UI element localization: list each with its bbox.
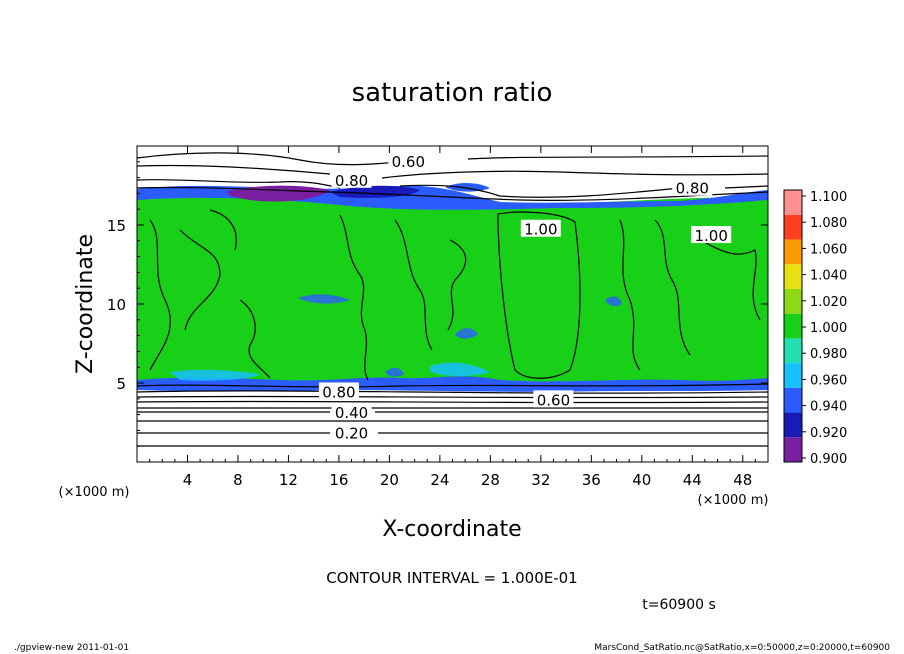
time-label: t=60900 s xyxy=(642,597,716,613)
colorbar-swatch xyxy=(784,387,802,413)
colorbar-label: 1.080 xyxy=(810,216,847,231)
colorbar-swatch xyxy=(784,437,802,462)
contour-label-bg xyxy=(520,219,561,237)
contour-label-bg xyxy=(672,178,713,196)
colorbar-label: 1.100 xyxy=(810,190,847,205)
contour-label: 0.40 xyxy=(335,404,368,422)
x-axis-ticks: 4 8 12 16 20 24 28 32 36 40 44 48 xyxy=(149,146,756,489)
contour-label-bg xyxy=(331,170,372,188)
colorbar-swatch xyxy=(784,338,802,364)
y-axis-ticks: 5 10 15 xyxy=(107,161,768,447)
contour-label-bg xyxy=(691,226,732,244)
colorbar-frame xyxy=(783,189,803,463)
colorbar-label: 1.040 xyxy=(810,269,847,284)
colorbar-label: 0.920 xyxy=(810,426,847,441)
colorbar-label: 0.900 xyxy=(810,452,847,467)
colorbar-swatch xyxy=(784,412,802,438)
colorbar: 0.900 0.920 0.940 0.960 0.980 1.000 1.020 1.040… xyxy=(783,189,847,467)
contour-label-bg xyxy=(331,423,372,441)
field-interior-patches xyxy=(298,294,622,377)
contour-label: 0.60 xyxy=(392,153,425,171)
x-tick-label: 44 xyxy=(683,471,702,489)
footer-left-text: ./gpview-new 2011-01-01 xyxy=(14,643,129,653)
x-tick-label: 20 xyxy=(380,471,399,489)
footer-right-text: MarsCond_SatRatio.nc@SatRatio,x=0:50000,… xyxy=(594,643,890,653)
x-tick-label: 16 xyxy=(329,471,348,489)
x-tick-label: 40 xyxy=(632,471,651,489)
contour-label: 0.60 xyxy=(537,391,570,409)
x-axis-label: X-coordinate xyxy=(382,517,521,542)
contour-label: 0.20 xyxy=(335,425,368,443)
contour-label: 0.80 xyxy=(676,180,709,198)
colorbar-swatch xyxy=(784,190,802,215)
colorbar-swatch xyxy=(784,214,802,240)
y-unit-note: (×1000 m) xyxy=(59,485,130,500)
x-tick-label: 4 xyxy=(183,471,193,489)
x-tick-label: 36 xyxy=(582,471,601,489)
contour-label-bg xyxy=(533,390,574,408)
contour-label: 1.00 xyxy=(695,227,728,245)
x-unit-note: (×1000 m) xyxy=(698,493,769,508)
chart-title: saturation ratio xyxy=(352,78,553,108)
contour-label-layer: 0.60 0.80 0.80 1.00 1.00 0.80 0.60 0.40 0.20 xyxy=(318,151,732,443)
y-tick-label: 5 xyxy=(116,375,126,393)
contour-label-bg xyxy=(388,151,429,169)
colorbar-swatch xyxy=(784,239,802,265)
contour-label: 0.80 xyxy=(322,383,355,401)
x-tick-label: 32 xyxy=(531,471,550,489)
colorbar-label: 1.000 xyxy=(810,321,847,336)
colorbar-label: 0.960 xyxy=(810,373,847,388)
colorbar-swatch xyxy=(784,264,802,289)
field-blue-patch-2 xyxy=(445,182,490,192)
contour-label-bg xyxy=(331,403,372,421)
colorbar-label: 0.940 xyxy=(810,400,847,415)
x-tick-label: 48 xyxy=(733,471,752,489)
contour-label: 0.80 xyxy=(335,172,368,190)
y-axis-label: Z-coordinate xyxy=(73,234,98,374)
field-cyan-band xyxy=(170,362,490,381)
contour-label-bg xyxy=(318,382,359,400)
x-tick-label: 28 xyxy=(481,471,500,489)
x-tick-label: 24 xyxy=(430,471,449,489)
colorbar-label: 0.980 xyxy=(810,347,847,362)
x-tick-label: 8 xyxy=(233,471,243,489)
y-tick-label: 15 xyxy=(107,217,126,235)
colorbar-swatch xyxy=(784,363,802,388)
colorbar-label: 1.020 xyxy=(810,295,847,310)
plot-area: 0.60 0.80 0.80 1.00 1.00 0.80 0.60 0.40 0.20 xyxy=(137,146,768,462)
field-1000 xyxy=(137,189,768,387)
contour-label: 1.00 xyxy=(524,221,557,239)
y-tick-label: 10 xyxy=(107,296,126,314)
contour-lines xyxy=(137,152,768,447)
x-tick-label: 12 xyxy=(279,471,298,489)
colorbar-swatch xyxy=(784,288,802,314)
field-bottom-band xyxy=(137,376,768,392)
colorbar-label: 1.060 xyxy=(810,242,847,257)
contour-interval-note: CONTOUR INTERVAL = 1.000E-01 xyxy=(326,569,577,587)
colorbar-swatch xyxy=(784,313,802,339)
